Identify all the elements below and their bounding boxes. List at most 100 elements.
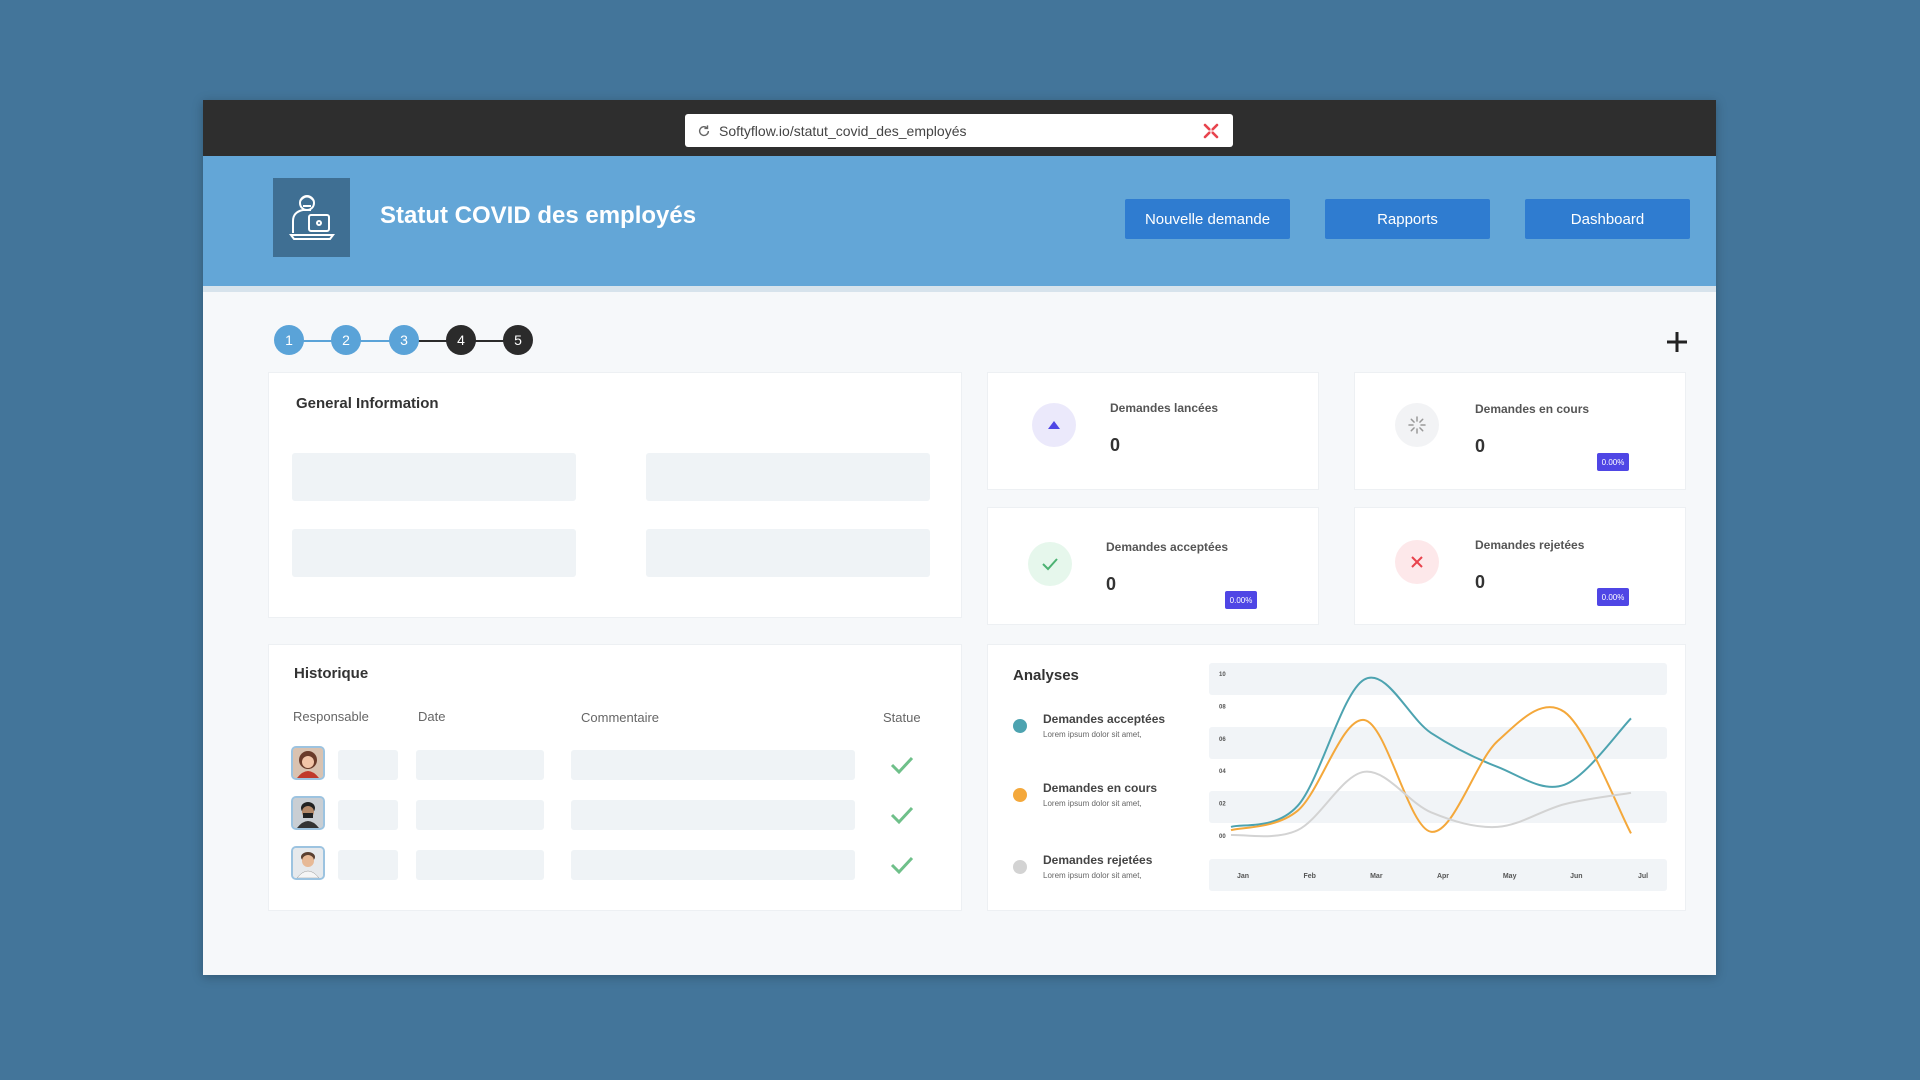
step-connector <box>466 340 526 342</box>
new-request-button[interactable]: Nouvelle demande <box>1125 199 1290 239</box>
stat-card-launched: Demandes lancées 0 <box>987 372 1319 490</box>
stat-card-in-progress: Demandes en cours 0 0.00% <box>1354 372 1686 490</box>
y-tick-label: 10 <box>1219 672 1226 678</box>
legend-label: Demandes en cours <box>1043 781 1158 795</box>
avatar-man-icon <box>291 846 325 880</box>
info-field[interactable] <box>292 453 576 501</box>
x-tick-label: Mar <box>1370 873 1383 880</box>
cell-placeholder <box>416 750 544 780</box>
spinner-icon <box>1395 403 1439 447</box>
analytics-card: Analyses Demandes acceptées Lorem ipsum … <box>987 644 1686 911</box>
avatar-woman-icon <box>291 746 325 780</box>
stat-label: Demandes acceptées <box>1106 540 1229 554</box>
stat-value: 0 <box>1475 436 1486 456</box>
chart-band <box>1209 859 1667 891</box>
stat-label: Demandes lancées <box>1110 401 1219 415</box>
step-connector <box>351 340 411 342</box>
legend-dot-accepted <box>1013 719 1027 733</box>
cell-placeholder <box>338 750 398 780</box>
column-header: Responsable <box>293 709 369 724</box>
stat-card-rejected: Demandes rejetées 0 0.00% <box>1354 507 1686 625</box>
check-icon <box>890 756 914 775</box>
chart-band <box>1209 663 1667 695</box>
chart-band <box>1209 791 1667 823</box>
analytics-title: Analyses <box>1013 667 1079 684</box>
reports-button[interactable]: Rapports <box>1325 199 1490 239</box>
step-3[interactable]: 3 <box>389 325 419 355</box>
column-header: Date <box>418 709 446 724</box>
stat-label: Demandes en cours <box>1475 402 1590 416</box>
page-title: Statut COVID des employés <box>380 202 697 229</box>
app-window: Softyflow.io/statut_covid_des_employés <box>203 100 1716 975</box>
x-tick-label: May <box>1503 873 1517 880</box>
series-line <box>1230 706 1632 834</box>
cell-placeholder <box>571 800 855 830</box>
employee-laptop-icon <box>288 194 335 240</box>
y-tick-label: 02 <box>1219 802 1226 808</box>
column-header: Commentaire <box>581 710 660 725</box>
x-icon <box>1395 540 1439 584</box>
stat-value: 0 <box>1106 574 1117 594</box>
stat-value: 0 <box>1475 572 1486 592</box>
check-icon <box>890 806 914 825</box>
x-tick-label: Apr <box>1437 873 1449 880</box>
legend-label: Demandes rejetées <box>1043 853 1153 867</box>
chart-band <box>1209 727 1667 759</box>
y-tick-label: 08 <box>1219 704 1226 710</box>
history-card: Historique Responsable Date Commentaire … <box>268 644 962 911</box>
info-field[interactable] <box>292 529 576 577</box>
cell-placeholder <box>338 800 398 830</box>
x-tick-label: Jun <box>1570 873 1582 880</box>
y-tick-label: 04 <box>1219 769 1226 775</box>
legend-label: Demandes acceptées <box>1043 712 1166 726</box>
step-1[interactable]: 1 <box>274 325 304 355</box>
y-tick-label: 00 <box>1219 834 1226 840</box>
check-icon <box>1028 542 1072 586</box>
app-header: Statut COVID des employés Nouvelle deman… <box>203 156 1716 292</box>
cell-placeholder <box>416 850 544 880</box>
cell-placeholder <box>416 800 544 830</box>
reload-icon[interactable] <box>697 124 711 138</box>
cell-placeholder <box>571 850 855 880</box>
add-icon[interactable] <box>1662 327 1692 357</box>
percent-badge: 0.00% <box>1225 591 1257 609</box>
legend-sub: Lorem ipsum dolor sit amet, <box>1043 871 1142 880</box>
browser-toolbar: Softyflow.io/statut_covid_des_employés <box>203 100 1716 156</box>
triangle-up-icon <box>1032 403 1076 447</box>
step-5[interactable]: 5 <box>503 325 533 355</box>
stat-value: 0 <box>1110 435 1121 455</box>
step-connector <box>294 340 354 342</box>
y-tick-label: 06 <box>1219 737 1226 743</box>
column-header: Statue <box>883 710 921 725</box>
address-bar[interactable]: Softyflow.io/statut_covid_des_employés <box>685 114 1233 147</box>
info-field[interactable] <box>646 453 930 501</box>
general-info-card: General Information <box>268 372 962 618</box>
info-field[interactable] <box>646 529 930 577</box>
cell-placeholder <box>571 750 855 780</box>
check-icon <box>890 856 914 875</box>
step-2[interactable]: 2 <box>331 325 361 355</box>
legend-dot-rejected <box>1013 860 1027 874</box>
legend-sub: Lorem ipsum dolor sit amet, <box>1043 730 1142 739</box>
x-tick-label: Jul <box>1638 873 1648 880</box>
percent-badge: 0.00% <box>1597 588 1629 606</box>
avatar-man-mask-icon <box>291 796 325 830</box>
history-title: Historique <box>294 665 369 682</box>
step-4[interactable]: 4 <box>446 325 476 355</box>
dashboard-button[interactable]: Dashboard <box>1525 199 1690 239</box>
url-text: Softyflow.io/statut_covid_des_employés <box>719 122 967 139</box>
legend-dot-in-progress <box>1013 788 1027 802</box>
app-logo <box>273 178 350 257</box>
cell-placeholder <box>338 850 398 880</box>
percent-badge: 0.00% <box>1597 453 1629 471</box>
stat-label: Demandes rejetées <box>1475 538 1585 552</box>
general-info-title: General Information <box>296 395 439 412</box>
step-connector <box>409 340 469 342</box>
series-line <box>1230 676 1632 828</box>
series-line <box>1230 770 1632 838</box>
line-chart: 00 02 04 06 08 10 Jan Feb Mar Apr May Jun Jul <box>1209 663 1667 891</box>
extension-icon[interactable] <box>1201 121 1221 141</box>
legend-sub: Lorem ipsum dolor sit amet, <box>1043 799 1142 808</box>
stat-card-accepted: Demandes acceptées 0 0.00% <box>987 507 1319 625</box>
x-tick-label: Feb <box>1303 873 1315 880</box>
